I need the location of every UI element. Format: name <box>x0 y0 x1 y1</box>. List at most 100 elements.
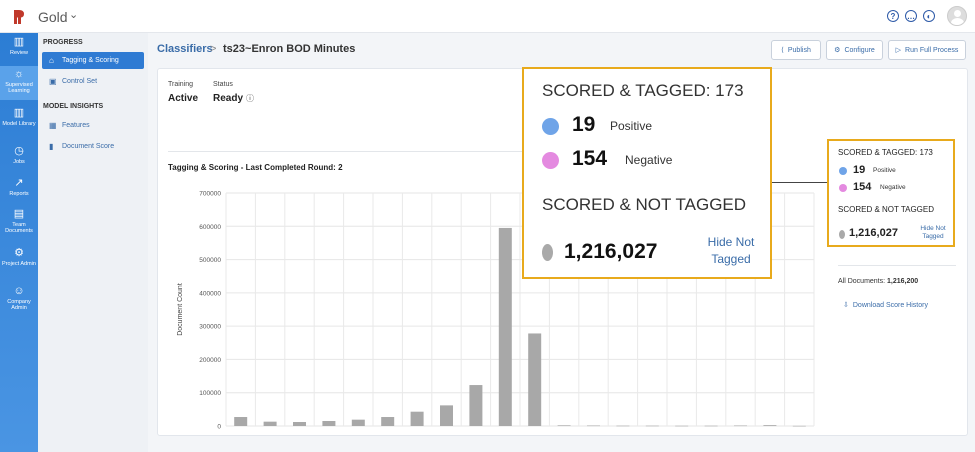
library-icon: ▥ <box>13 107 25 119</box>
people-icon: ☺ <box>13 285 25 297</box>
zoomed-summary-callout: SCORED & TAGGED: 173 19 Positive 154 Neg… <box>522 67 772 279</box>
y-tick-label: 400000 <box>199 290 221 297</box>
callout-connector <box>772 182 827 183</box>
nav-item-label: Document Score <box>62 143 115 150</box>
download-icon: ⇩ <box>843 302 849 309</box>
publish-button[interactable]: ⟨ Publish <box>771 40 821 60</box>
positive-dot <box>839 167 847 175</box>
lightbulb-icon: ☼ <box>13 68 25 80</box>
rail-item-model-library[interactable]: ▥ Model Library <box>0 107 38 128</box>
nav-item-tagging-scoring[interactable]: ⌂ Tagging & Scoring <box>42 52 144 69</box>
bar <box>528 333 542 426</box>
negative-count: 154 <box>853 181 872 193</box>
negative-label: Negative <box>880 184 906 191</box>
rail-item-reports[interactable]: ↗ Reports <box>0 177 38 198</box>
model-insights-heading: MODEL INSIGHTS <box>43 103 104 110</box>
grid-icon: ▦ <box>49 121 57 130</box>
configure-button[interactable]: ⚙ Configure <box>826 40 883 60</box>
download-score-history-link[interactable]: ⇩ Download Score History <box>843 301 928 310</box>
nav-item-document-score[interactable]: ▮ Document Score <box>42 138 144 155</box>
hide-line-2: Tagged <box>922 233 944 240</box>
chart-icon: ▣ <box>49 77 57 86</box>
training-label: Training <box>168 81 194 88</box>
training-value: Active <box>168 93 199 104</box>
run-full-process-button[interactable]: ▷ Run Full Process <box>888 40 966 60</box>
publish-label: Publish <box>787 46 811 54</box>
bar <box>322 421 336 426</box>
positive-count: 19 <box>853 164 866 176</box>
app-switcher-label[interactable]: Gold <box>38 9 68 25</box>
rail-item-review[interactable]: ▥ Review <box>0 37 38 57</box>
bar <box>440 405 453 426</box>
y-tick-label: 500000 <box>199 257 221 264</box>
callout-positive-dot <box>542 118 559 135</box>
rail-item-supervised-learning[interactable]: ☼ Supervised Learning <box>0 66 38 100</box>
help-icon[interactable]: ? <box>887 10 899 22</box>
theme-icon[interactable]: ◐ <box>923 10 935 22</box>
rail-label: Model Library <box>2 121 36 127</box>
bar <box>734 425 747 427</box>
chevron-down-icon[interactable]: ⌄ <box>69 9 79 21</box>
progress-heading: PROGRESS <box>43 39 83 46</box>
rail-label: Supervised Learning <box>5 82 33 94</box>
callout-hide-not-tagged-link[interactable]: Hide Not Tagged <box>696 234 766 268</box>
logo-icon <box>14 10 24 24</box>
chat-icon[interactable]: … <box>905 10 917 22</box>
rail-item-project-admin[interactable]: ⚙ Project Admin <box>0 247 38 268</box>
scored-tagged-title: SCORED & TAGGED: 173 <box>838 148 933 157</box>
y-tick-label: 600000 <box>199 224 221 231</box>
gear-icon: ⚙ <box>14 247 24 259</box>
callout-negative-label: Negative <box>625 153 673 167</box>
nav-item-control-set[interactable]: ▣ Control Set <box>42 73 144 90</box>
nav-item-label: Tagging & Scoring <box>62 57 119 64</box>
tag-icon: ⌂ <box>49 56 54 65</box>
bar <box>263 421 277 426</box>
bar <box>704 425 718 427</box>
hide-line-1: Hide Not <box>920 225 946 232</box>
negative-dot <box>839 184 847 192</box>
top-bar: Gold ⌄ ? … ◐ <box>0 0 975 33</box>
bar <box>557 425 571 426</box>
callout-hide-line-1: Hide Not <box>707 235 755 249</box>
untagged-count: 1,216,027 <box>849 227 898 239</box>
y-tick-label: 100000 <box>199 390 221 397</box>
info-icon[interactable]: ⓘ <box>246 94 254 103</box>
y-tick-label: 200000 <box>199 357 221 364</box>
positive-label: Positive <box>873 167 896 174</box>
bar <box>469 385 483 426</box>
bar <box>410 411 424 426</box>
rail-label: Review <box>9 50 29 56</box>
hide-not-tagged-link[interactable]: Hide Not Tagged <box>917 225 949 241</box>
line-chart-icon: ↗ <box>14 177 24 189</box>
callout-positive-label: Positive <box>610 119 653 133</box>
clock-icon: ◷ <box>14 145 24 157</box>
y-tick-label: 300000 <box>199 324 221 331</box>
nav-item-label: Control Set <box>62 78 98 85</box>
bar <box>675 425 689 427</box>
rail-item-team-documents[interactable]: ▤ Team Documents <box>0 208 38 235</box>
bar <box>381 417 395 426</box>
nav-item-features[interactable]: ▦ Features <box>42 117 144 134</box>
page-title: ts23~Enron BOD Minutes <box>223 43 356 55</box>
divider <box>168 151 766 152</box>
bar <box>351 419 365 426</box>
y-tick-label: 700000 <box>199 191 221 198</box>
bar <box>293 422 306 426</box>
callout-negative-count: 154 <box>572 147 608 170</box>
scored-summary-box: SCORED & TAGGED: 173 19 Positive 154 Neg… <box>827 139 955 247</box>
avatar[interactable] <box>947 6 967 26</box>
rail-item-jobs[interactable]: ◷ Jobs <box>0 145 38 166</box>
callout-scored-tagged-title: SCORED & TAGGED: 173 <box>542 81 744 100</box>
score-distribution-chart: 0 100000 200000 300000 400000 500000 600000 700… <box>177 191 815 431</box>
y-axis-label: Document Count <box>177 283 184 336</box>
divider <box>838 265 956 266</box>
rail-label: Team Documents <box>5 222 33 234</box>
document-icon: ▤ <box>13 208 25 220</box>
breadcrumb-classifiers[interactable]: Classifiers <box>157 43 213 55</box>
bar <box>616 425 630 427</box>
rail-item-company-admin[interactable]: ☺ Company Admin <box>0 285 38 312</box>
left-rail: ▥ Review ☼ Supervised Learning ▥ Model L… <box>0 33 38 452</box>
rail-label: Jobs <box>13 159 25 165</box>
callout-hide-line-2: Tagged <box>711 252 751 266</box>
download-label: Download Score History <box>852 301 928 309</box>
